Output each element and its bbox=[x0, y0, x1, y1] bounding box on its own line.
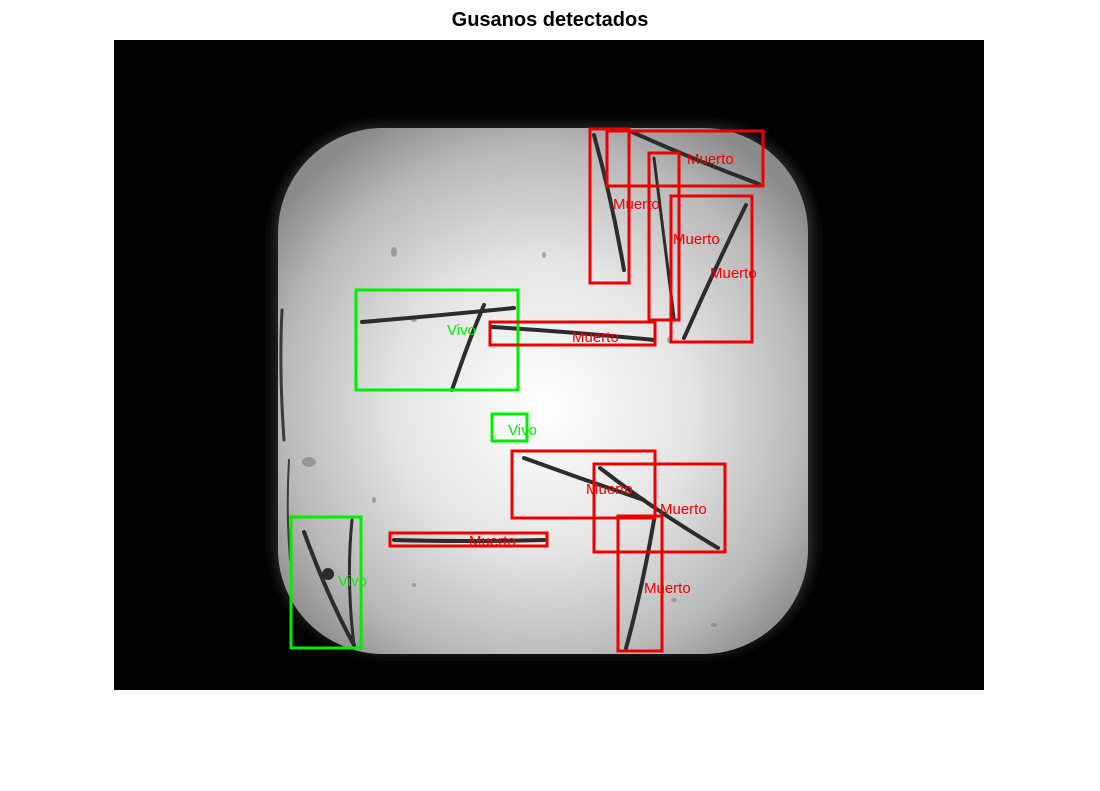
worms bbox=[302, 130, 761, 650]
detection-label-dead: Muerto bbox=[572, 329, 619, 346]
detection-box-dead bbox=[488, 320, 657, 347]
detection-label-dead: Muerto bbox=[710, 265, 757, 282]
detection-box-dead bbox=[669, 194, 754, 344]
detection-label-dead: Muerto bbox=[469, 533, 516, 550]
detection-label-dead: Muerto bbox=[687, 151, 734, 168]
detection-label-dead: Muerto bbox=[644, 580, 691, 597]
detections: Muerto Muerto Muerto Muerto Vivo Muerto … bbox=[289, 127, 765, 653]
detection-label-alive: Vivo bbox=[338, 573, 367, 590]
detection-box-dead bbox=[616, 514, 664, 653]
detection-label-alive: Vivo bbox=[508, 422, 537, 439]
microscope-image: Muerto Muerto Muerto Muerto Vivo Muerto … bbox=[114, 40, 984, 690]
detection-box-dead bbox=[605, 129, 765, 188]
detection-label-dead: Muerto bbox=[673, 231, 720, 248]
detection-box-dead bbox=[388, 531, 549, 548]
figure-title: Gusanos detectados bbox=[451, 9, 649, 31]
detection-box-alive bbox=[354, 288, 520, 392]
detection-label-dead: Muerto bbox=[586, 481, 633, 498]
detection-box-dead bbox=[592, 462, 727, 554]
detection-box-alive bbox=[490, 412, 529, 443]
edge-worm-fragments bbox=[279, 308, 291, 561]
detection-box-alive bbox=[289, 515, 363, 650]
detection-box-dead bbox=[647, 151, 681, 322]
detection-label-alive: Vivo bbox=[447, 322, 476, 339]
detection-box-dead bbox=[588, 127, 631, 285]
detection-label-dead: Muerto bbox=[613, 196, 660, 213]
detection-label-dead: Muerto bbox=[660, 501, 707, 518]
detection-box-dead bbox=[510, 449, 657, 520]
